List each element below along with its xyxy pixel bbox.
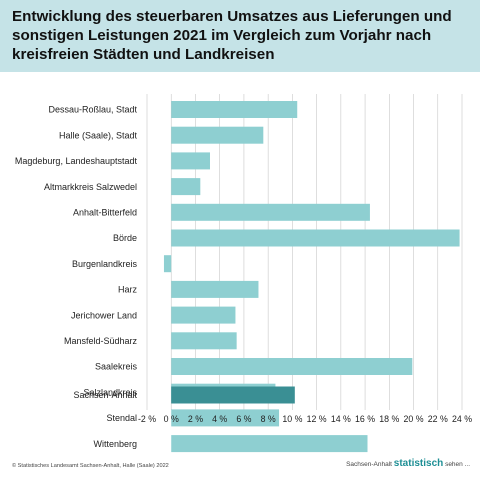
tick-label: 14 %	[331, 414, 351, 424]
chart-title: Entwicklung des steuerbaren Umsatzes aus…	[12, 8, 452, 63]
category-label: Wittenberg	[93, 439, 137, 449]
bar	[171, 358, 413, 375]
category-label: Stendal	[106, 413, 137, 423]
bar	[171, 409, 280, 427]
category-label: Jerichower Land	[71, 310, 137, 320]
brand-prefix: Sachsen-Anhalt	[346, 461, 392, 468]
category-label: Saalekreis	[95, 362, 138, 372]
bar	[171, 306, 236, 324]
tick-label: 10 %	[282, 414, 302, 424]
bar	[171, 332, 237, 350]
bar	[171, 101, 298, 118]
tick-label: 22 %	[428, 414, 448, 424]
bar	[171, 280, 259, 298]
bar	[163, 255, 172, 273]
tick-label: 4 %	[212, 414, 227, 424]
bar	[171, 435, 368, 453]
category-label: Salzlandkreis	[83, 387, 137, 397]
category-label: Börde	[113, 233, 137, 243]
bar	[171, 178, 201, 196]
brand-logo: Sachsen-Anhalt statistisch sehen ...	[346, 458, 470, 469]
tick-label: 6 %	[236, 414, 251, 424]
tick-label: 20 %	[404, 414, 424, 424]
tick-label: 24 %	[452, 414, 472, 424]
category-label: Altmarkkreis Salzwedel	[44, 182, 137, 192]
total-bar	[171, 386, 295, 404]
tick-label: 18 %	[379, 414, 399, 424]
category-label: Harz	[118, 285, 138, 295]
bar	[171, 126, 264, 144]
tick-label: 16 %	[355, 414, 375, 424]
title-band	[0, 0, 480, 72]
category-label: Burgenlandkreis	[72, 259, 138, 269]
tick-label: 0 %	[164, 414, 179, 424]
tick-label: 2 %	[188, 414, 203, 424]
brand-suffix: sehen ...	[445, 461, 470, 468]
category-label: Dessau-Roßlau, Stadt	[48, 105, 137, 115]
tick-label: 8 %	[261, 414, 276, 424]
copyright-text: © Statistisches Landesamt Sachsen-Anhalt…	[12, 463, 169, 469]
category-label: Halle (Saale), Stadt	[59, 130, 138, 140]
bar	[171, 229, 460, 247]
tick-label: -2 %	[138, 414, 156, 424]
category-label: Mansfeld-Südharz	[64, 336, 138, 346]
total-label: Sachsen-Anhalt	[73, 390, 137, 400]
brand-strong: statistisch	[393, 458, 444, 469]
bar	[171, 203, 370, 221]
bar	[171, 152, 210, 170]
category-label: Anhalt-Bitterfeld	[73, 208, 137, 218]
category-label: Magdeburg, Landeshauptstadt	[15, 156, 138, 166]
tick-label: 12 %	[307, 414, 327, 424]
